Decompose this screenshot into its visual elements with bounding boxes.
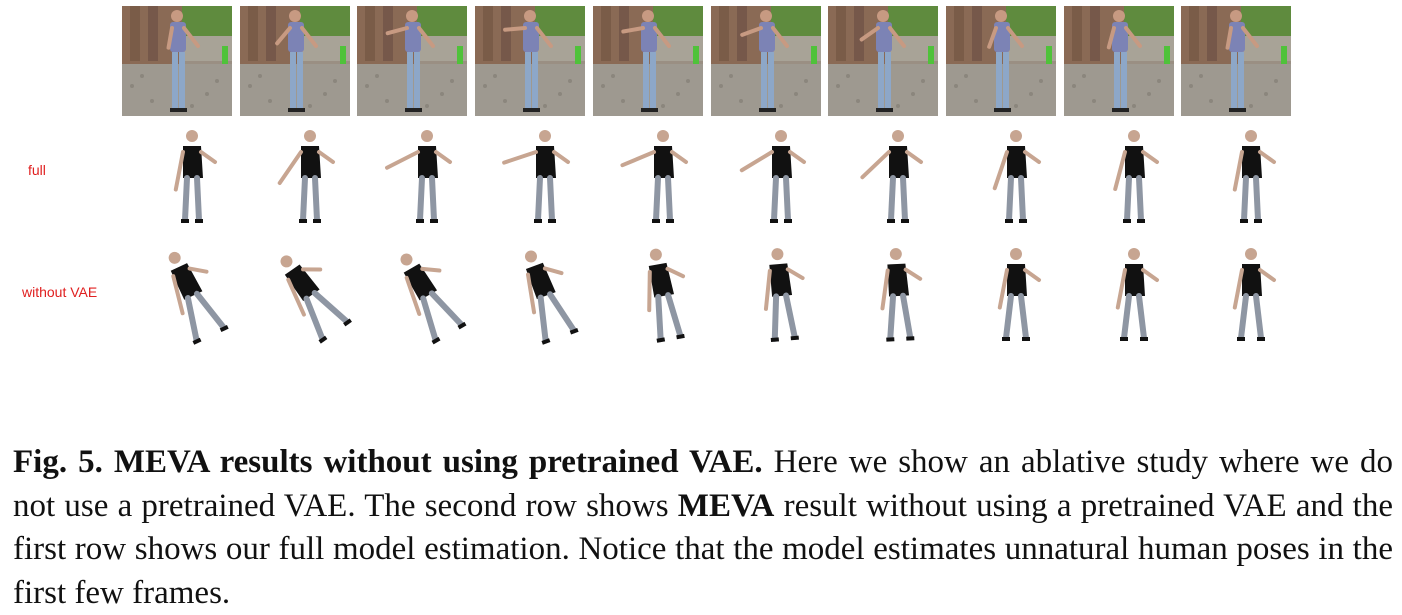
video-frame	[593, 6, 703, 116]
caption-text-1: Here we show an ablative study where we …	[13, 444, 1394, 524]
caption-title: MEVA results without using pretrained VA…	[113, 444, 763, 480]
without-vae-render	[372, 240, 482, 360]
without-vae-render	[608, 240, 718, 360]
video-frame	[946, 6, 1056, 116]
full-model-render	[1079, 122, 1189, 242]
video-frame	[828, 6, 938, 116]
video-frame	[1064, 6, 1174, 116]
full-model-render	[726, 122, 836, 242]
video-frame	[711, 6, 821, 116]
row-label-full: full	[28, 162, 46, 178]
without-vae-render	[137, 240, 247, 360]
without-vae-render	[961, 240, 1071, 360]
full-model-render	[1196, 122, 1306, 242]
full-model-render	[608, 122, 718, 242]
full-model-render	[372, 122, 482, 242]
without-vae-render	[726, 240, 836, 360]
full-model-render	[843, 122, 953, 242]
without-vae-render	[1079, 240, 1189, 360]
figure-panel: full without VAE	[22, 6, 1306, 360]
without-vae-render	[843, 240, 953, 360]
full-model-render	[137, 122, 247, 242]
video-frame	[475, 6, 585, 116]
without-vae-render	[255, 240, 365, 360]
video-frame	[357, 6, 467, 116]
video-frame	[1181, 6, 1291, 116]
full-model-render	[490, 122, 600, 242]
caption-text-2: result without using a pretrained VAE an…	[13, 487, 1393, 611]
video-frame	[240, 6, 350, 116]
figure-caption: Fig. 5. MEVA results without using pretr…	[13, 441, 1393, 615]
full-model-render	[961, 122, 1071, 242]
caption-emph: MEVA	[677, 487, 775, 524]
without-vae-render	[490, 240, 600, 360]
caption-fig-label: Fig. 5.	[13, 444, 103, 480]
without-vae-render	[1196, 240, 1306, 360]
row-label-without-vae: without VAE	[22, 284, 98, 300]
video-frame	[122, 6, 232, 116]
full-model-render	[255, 122, 365, 242]
